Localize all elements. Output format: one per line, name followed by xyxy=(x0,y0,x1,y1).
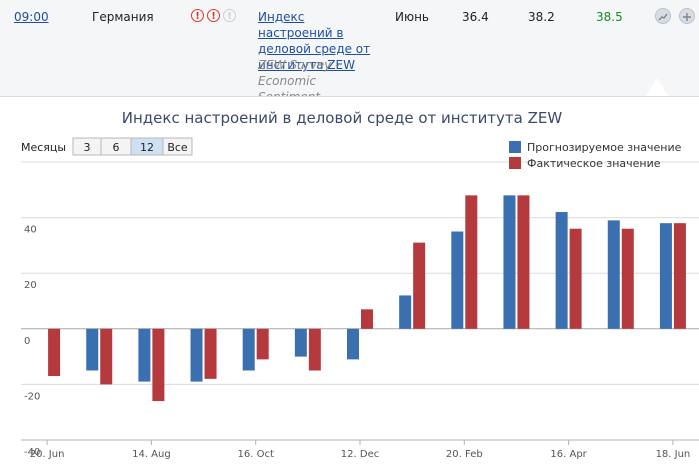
actual-bar[interactable] xyxy=(256,328,269,360)
popup-pointer xyxy=(646,78,668,96)
months-label: Месяцы xyxy=(21,141,66,154)
x-tick-label: 12. Dec xyxy=(341,449,379,460)
chart-icon[interactable] xyxy=(655,8,671,24)
event-forecast: 36.4 xyxy=(462,10,489,24)
importance-icon-inactive: ! xyxy=(223,9,236,22)
chart-svg: Индекс настроений в деловой среде от инс… xyxy=(21,109,699,460)
legend-swatch xyxy=(509,141,521,153)
event-country: Германия xyxy=(92,10,154,24)
event-row xyxy=(0,0,699,96)
y-tick-label: -40 xyxy=(24,447,40,458)
chart-icon-glyph xyxy=(658,13,668,21)
forecast-bar[interactable] xyxy=(503,195,516,329)
forecast-bar[interactable] xyxy=(399,295,412,329)
actual-bar[interactable] xyxy=(569,228,582,329)
legend-label[interactable]: Прогнозируемое значение xyxy=(527,141,682,154)
range-button-label: 6 xyxy=(113,141,120,154)
importance-icon: ! xyxy=(207,9,220,22)
range-button-label: 3 xyxy=(84,141,91,154)
range-button-4[interactable] xyxy=(162,137,193,156)
x-tick-label: 14. Aug xyxy=(132,449,171,460)
event-actual: 38.5 xyxy=(596,10,623,24)
event-title-link[interactable]: Индекс настроений в деловой среде от инс… xyxy=(258,10,371,72)
actual-bar[interactable] xyxy=(413,242,426,329)
forecast-bar[interactable] xyxy=(555,212,568,329)
forecast-bar[interactable] xyxy=(242,328,255,371)
importance-icon: ! xyxy=(191,9,204,22)
x-tick-label: 18. Jun xyxy=(656,449,691,460)
actual-bar[interactable] xyxy=(673,223,686,329)
x-tick-label: 16. Oct xyxy=(238,449,274,460)
chart-title: Индекс настроений в деловой среде от инс… xyxy=(122,109,563,127)
actual-bar[interactable] xyxy=(100,328,113,385)
chart-popup: Индекс настроений в деловой среде от инс… xyxy=(0,96,699,466)
forecast-bar[interactable] xyxy=(347,328,359,360)
x-tick-label: 20. Feb xyxy=(446,449,483,460)
actual-bar[interactable] xyxy=(308,328,321,371)
actual-bar[interactable] xyxy=(621,228,634,329)
add-icon-glyph xyxy=(683,13,691,21)
y-tick-label: -20 xyxy=(24,391,40,402)
y-tick-label: 0 xyxy=(24,336,30,347)
y-tick-label: 40 xyxy=(24,225,37,236)
actual-bar[interactable] xyxy=(152,328,165,402)
actual-bar[interactable] xyxy=(204,328,217,379)
y-tick-label: 20 xyxy=(24,280,37,291)
legend-label[interactable]: Фактическое значение xyxy=(527,157,661,170)
forecast-bar[interactable] xyxy=(607,220,620,329)
actual-bar[interactable] xyxy=(465,195,478,329)
forecast-bar[interactable] xyxy=(86,328,99,371)
x-tick-label: 16. Apr xyxy=(550,449,587,460)
forecast-bar[interactable] xyxy=(138,328,151,382)
range-button-label: 12 xyxy=(140,141,154,154)
event-period: Июнь xyxy=(395,10,429,24)
range-button-label: Все xyxy=(167,141,188,154)
forecast-bar[interactable] xyxy=(294,328,307,357)
forecast-bar[interactable] xyxy=(659,223,672,329)
forecast-bar[interactable] xyxy=(451,231,464,329)
event-time-link[interactable]: 09:00 xyxy=(14,10,49,24)
actual-bar[interactable] xyxy=(48,328,61,377)
add-icon[interactable] xyxy=(679,8,695,24)
event-previous: 38.2 xyxy=(528,10,555,24)
actual-bar[interactable] xyxy=(517,195,530,329)
actual-bar[interactable] xyxy=(361,309,373,329)
legend-swatch xyxy=(509,157,521,169)
x-tick-label: 20. Jun xyxy=(30,449,65,460)
forecast-bar[interactable] xyxy=(190,328,203,382)
